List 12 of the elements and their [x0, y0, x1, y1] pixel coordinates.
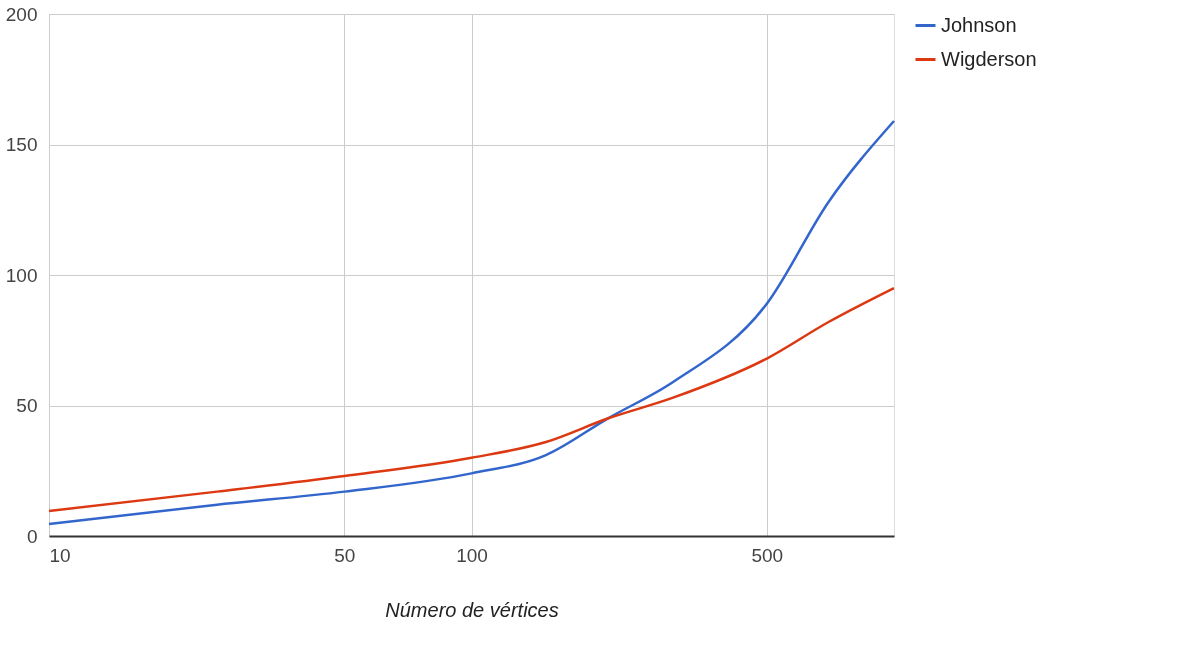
x-tick-label: 100	[456, 544, 488, 566]
y-tick-label: 50	[16, 395, 38, 416]
legend-label: Wigderson	[941, 47, 1037, 70]
x-tick-label: 50	[334, 544, 356, 566]
legend-label: Johnson	[941, 13, 1017, 36]
y-tick-label: 200	[5, 3, 38, 25]
x-tick-label: 10	[49, 544, 71, 566]
y-tick-label: 0	[26, 525, 38, 547]
y-tick-label: 150	[5, 134, 38, 155]
x-axis-title: Número de vértices	[385, 598, 559, 621]
y-tick-label: 100	[5, 264, 38, 286]
x-tick-label: 500	[751, 544, 784, 566]
